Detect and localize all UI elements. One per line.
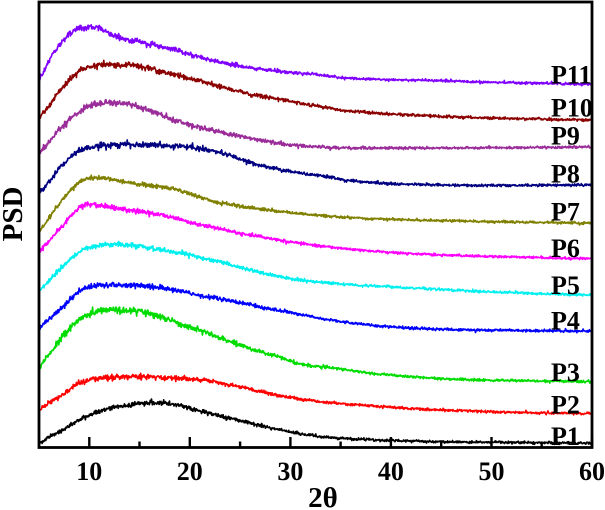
svg-text:20: 20 [177, 457, 203, 486]
svg-text:P10: P10 [551, 94, 593, 123]
svg-text:P8: P8 [551, 160, 580, 189]
svg-text:P5: P5 [551, 271, 580, 300]
svg-text:60: 60 [579, 457, 605, 486]
svg-text:2θ: 2θ [308, 482, 338, 510]
svg-text:P4: P4 [551, 307, 580, 336]
svg-text:P1: P1 [551, 422, 580, 451]
svg-text:P11: P11 [551, 60, 591, 89]
svg-text:P9: P9 [551, 122, 580, 151]
svg-text:10: 10 [76, 457, 102, 486]
svg-text:40: 40 [378, 457, 404, 486]
svg-text:PSD: PSD [0, 187, 29, 242]
svg-text:P6: P6 [551, 234, 580, 263]
svg-text:50: 50 [479, 457, 505, 486]
svg-text:P7: P7 [551, 198, 580, 227]
svg-text:P2: P2 [551, 390, 580, 419]
svg-text:30: 30 [277, 457, 303, 486]
svg-text:P3: P3 [551, 358, 580, 387]
